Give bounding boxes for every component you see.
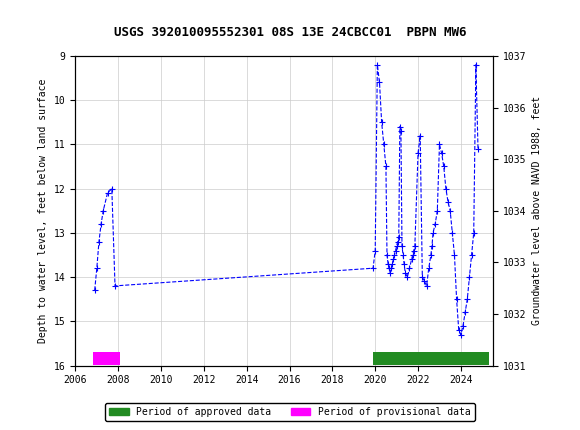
Legend: Period of approved data, Period of provisional data: Period of approved data, Period of provi… — [105, 403, 475, 421]
Text: ≡USGS: ≡USGS — [3, 6, 61, 26]
Y-axis label: Depth to water level, feet below land surface: Depth to water level, feet below land su… — [38, 79, 48, 343]
Y-axis label: Groundwater level above NAVD 1988, feet: Groundwater level above NAVD 1988, feet — [532, 96, 542, 325]
Bar — [93, 352, 121, 366]
Bar — [373, 352, 489, 366]
Text: USGS 392010095552301 08S 13E 24CBCC01  PBPN MW6: USGS 392010095552301 08S 13E 24CBCC01 PB… — [114, 26, 466, 39]
